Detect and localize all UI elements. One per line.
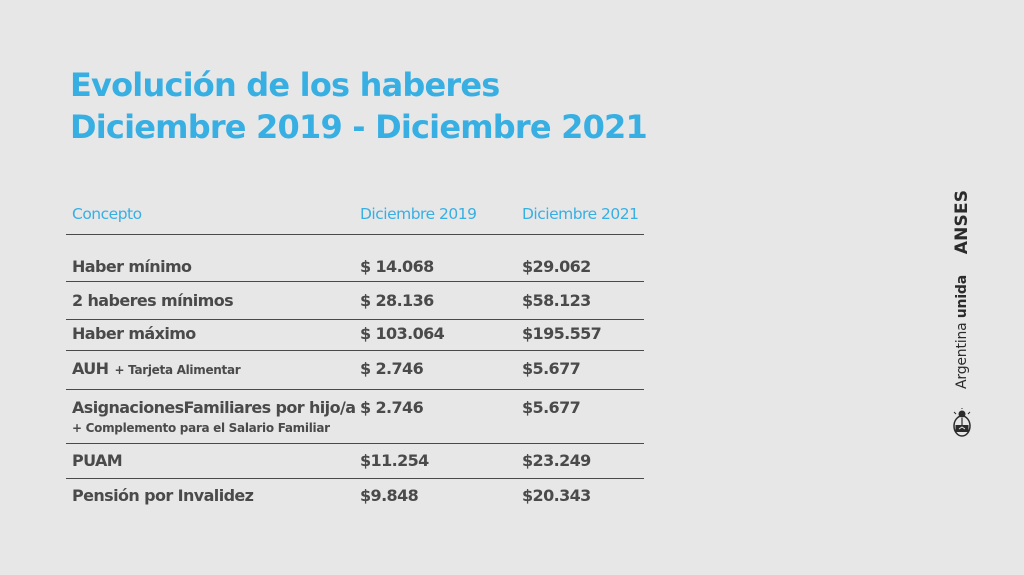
row-value-2021: $5.677	[522, 398, 581, 417]
row-value-2021: $23.249	[522, 451, 591, 470]
table-row: Haber máximo $ 103.064 $195.557	[66, 320, 644, 351]
row-value-2021: $195.557	[522, 324, 602, 343]
row-value-2019: $9.848	[360, 486, 419, 505]
row-value-2021: $58.123	[522, 291, 591, 310]
row-concept: 2 haberes mínimos	[72, 291, 234, 310]
row-concept: AUH	[72, 359, 109, 378]
row-value-2019: $ 2.746	[360, 359, 424, 378]
brand-sidebar: ANSES Argentina unida	[940, 170, 984, 450]
page-title: Evolución de los haberes Diciembre 2019 …	[70, 64, 648, 148]
row-value-2021: $20.343	[522, 486, 591, 505]
header-dic-2021: Diciembre 2021	[522, 205, 639, 223]
table-row: Pensión por Invalidez $9.848 $20.343	[66, 479, 644, 513]
row-concept: Pensión por Invalidez	[72, 486, 254, 505]
row-value-2019: $ 103.064	[360, 324, 445, 343]
row-value-2021: $5.677	[522, 359, 581, 378]
title-line-2: Diciembre 2019 - Diciembre 2021	[70, 108, 648, 146]
table-row: AsignacionesFamiliares por hijo/a + Comp…	[66, 390, 644, 444]
argentina-text: Argentina	[954, 322, 970, 389]
row-note: + Complemento para el Salario Familiar	[72, 421, 330, 435]
header-concepto: Concepto	[72, 205, 142, 223]
title-line-1: Evolución de los haberes	[70, 66, 500, 104]
row-concept: AsignacionesFamiliares por hijo/a	[72, 398, 356, 417]
argentina-unida-logo: Argentina unida	[954, 275, 970, 389]
table-row: PUAM $11.254 $23.249	[66, 444, 644, 479]
table-row: 2 haberes mínimos $ 28.136 $58.123	[66, 282, 644, 320]
argentina-coat-of-arms-icon	[952, 408, 972, 442]
row-concept-group: AUH + Tarjeta Alimentar	[72, 359, 241, 378]
row-concept: PUAM	[72, 451, 123, 470]
anses-logo: ANSES	[952, 189, 972, 255]
benefits-table: Concepto Diciembre 2019 Diciembre 2021 H…	[66, 200, 644, 513]
table-row: Haber mínimo $ 14.068 $29.062	[66, 235, 644, 282]
table-header: Concepto Diciembre 2019 Diciembre 2021	[66, 200, 644, 235]
header-dic-2019: Diciembre 2019	[360, 205, 477, 223]
row-value-2019: $ 2.746	[360, 398, 424, 417]
row-value-2019: $ 14.068	[360, 257, 434, 276]
row-concept: Haber máximo	[72, 324, 196, 343]
row-value-2021: $29.062	[522, 257, 591, 276]
row-value-2019: $ 28.136	[360, 291, 434, 310]
unida-text: unida	[954, 275, 970, 319]
table-row: AUH + Tarjeta Alimentar $ 2.746 $5.677	[66, 351, 644, 390]
row-concept: Haber mínimo	[72, 257, 192, 276]
row-note: + Tarjeta Alimentar	[114, 363, 241, 377]
row-value-2019: $11.254	[360, 451, 429, 470]
